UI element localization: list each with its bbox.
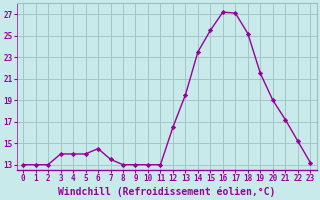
X-axis label: Windchill (Refroidissement éolien,°C): Windchill (Refroidissement éolien,°C) [58,186,276,197]
